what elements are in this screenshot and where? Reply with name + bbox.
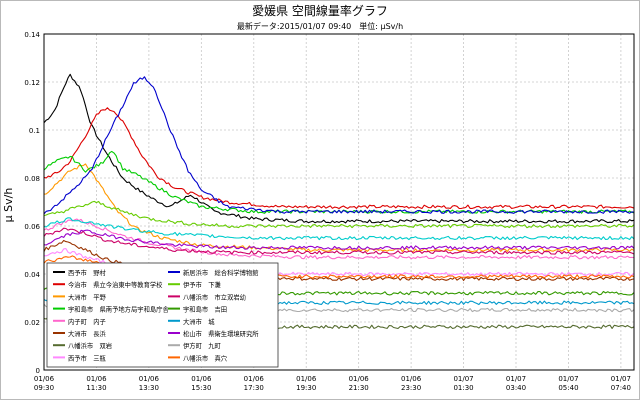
x-tick-label-time: 11:30 — [86, 384, 106, 392]
y-axis-label: μ Sv/h — [2, 188, 15, 223]
y-tick-label: 0.1 — [29, 127, 40, 135]
x-tick-label-date: 01/07 — [506, 375, 526, 383]
series-line-13 — [43, 229, 635, 250]
x-tick-label-time: 15:30 — [191, 384, 211, 392]
series-line-0 — [43, 73, 635, 224]
legend-label: 八幡浜市 双岩 — [68, 341, 112, 350]
x-tick-label-date: 01/06 — [191, 375, 212, 383]
legend-label: 伊予市 下灘 — [183, 280, 221, 289]
x-tick-label-time: 19:30 — [296, 384, 316, 392]
legend-label: 八幡浜市 市立双岩幼 — [183, 292, 246, 301]
x-tick-label-date: 01/06 — [349, 375, 370, 383]
legend-label: 大洲市 平野 — [68, 292, 106, 301]
x-tick-label-date: 01/07 — [611, 375, 631, 383]
x-tick-label-time: 09:30 — [34, 384, 54, 392]
plot-area-border — [43, 33, 635, 371]
x-tick-label-date: 01/06 — [296, 375, 317, 383]
x-tick-label-time: 07:40 — [611, 384, 631, 392]
legend-label: 内子町 内子 — [68, 317, 106, 326]
legend-label: 西予市 野村 — [68, 268, 106, 277]
chart-title: 愛媛県 空間線量率グラフ — [252, 3, 388, 18]
x-tick-label-date: 01/07 — [453, 375, 473, 383]
legend-label: 大洲市 長浜 — [68, 329, 106, 338]
y-tick-label: 0.14 — [24, 31, 40, 39]
y-axis-ticks: 0 0.02 0.04 0.06 0.08 0.1 0.12 0.14 — [24, 31, 40, 375]
legend-label: 伊方町 九町 — [183, 341, 221, 350]
legend-label: 八幡浜市 真穴 — [183, 353, 228, 362]
x-tick-label-time: 13:30 — [139, 384, 159, 392]
x-tick-label-time: 05:40 — [558, 384, 578, 392]
legend-label: 西予市 三瓶 — [68, 353, 106, 362]
series-line-9 — [43, 200, 635, 229]
y-tick-label: 0.04 — [24, 271, 40, 279]
legend-label: 大洲市 城 — [183, 317, 215, 326]
y-tick-label: 0 — [36, 367, 40, 375]
series-line-8 — [43, 76, 635, 215]
x-tick-label-date: 01/06 — [401, 375, 422, 383]
y-tick-label: 0.12 — [24, 79, 40, 87]
x-tick-label-time: 23:30 — [401, 384, 421, 392]
x-tick-label-date: 01/06 — [139, 375, 160, 383]
y-tick-label: 0.06 — [24, 223, 40, 231]
legend-box — [46, 262, 279, 368]
series-line-1 — [43, 107, 635, 210]
series-line-3 — [43, 150, 635, 214]
y-tick-label: 0.02 — [24, 319, 40, 327]
x-tick-label-time: 21:30 — [349, 384, 369, 392]
legend-label: 松山市 県衛生環境研究所 — [183, 329, 259, 338]
x-tick-label-date: 01/06 — [86, 375, 107, 383]
x-tick-label-date: 01/06 — [244, 375, 265, 383]
y-tick-label: 0.08 — [24, 175, 40, 183]
x-tick-label-time: 01:30 — [453, 384, 473, 392]
x-axis-ticks: 01/0609:3001/0611:3001/0613:3001/0615:30… — [34, 375, 631, 392]
series-line-10 — [43, 227, 635, 255]
x-tick-label-date: 01/06 — [34, 375, 55, 383]
legend-label: 今治市 県立今治東中等教育学校 — [68, 280, 163, 289]
x-tick-label-time: 17:30 — [244, 384, 264, 392]
legend-label: 宇和島市 吉田 — [183, 305, 227, 314]
x-tick-label-date: 01/07 — [558, 375, 578, 383]
legend-label: 新居浜市 総合科学博物館 — [183, 268, 259, 277]
legend-label: 宇和島市 県南予地方局宇和島庁舎 — [68, 305, 169, 314]
x-tick-label-time: 03:40 — [506, 384, 526, 392]
chart-subtitle: 最新データ:2015/01/07 09:40 単位: μSv/h — [237, 21, 403, 31]
series-line-16 — [43, 217, 635, 241]
